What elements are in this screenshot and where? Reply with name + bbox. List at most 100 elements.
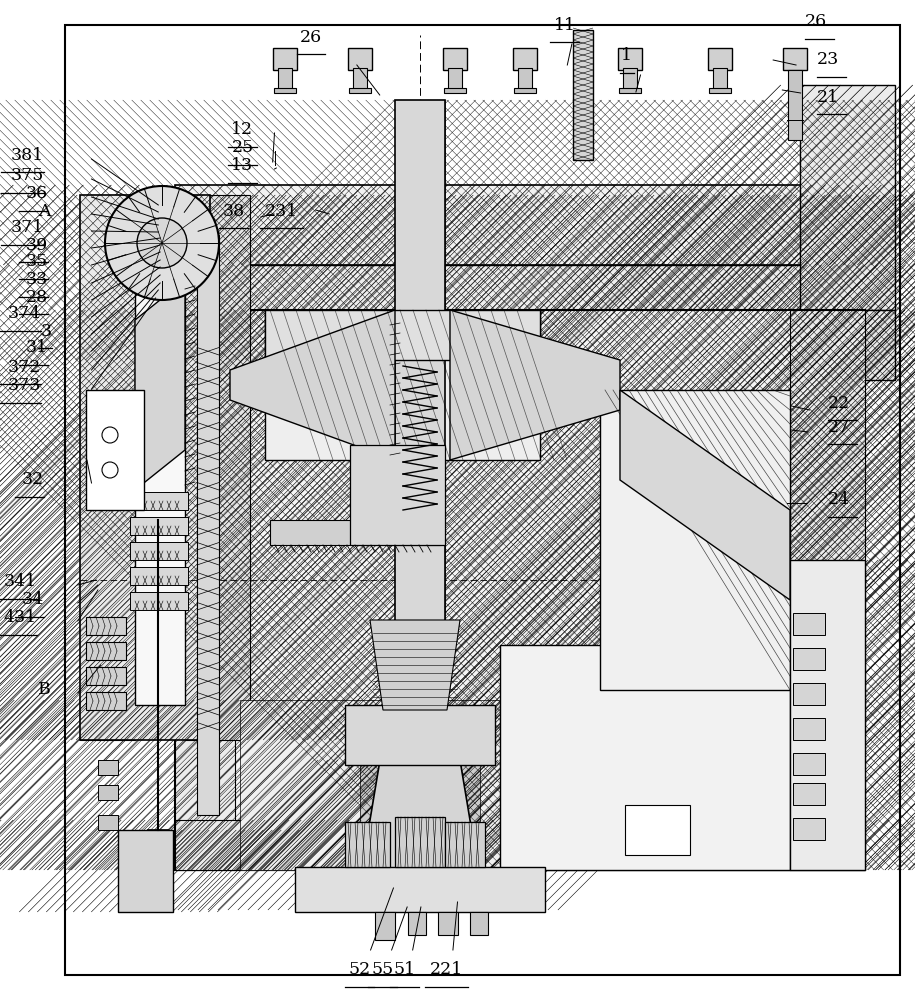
Bar <box>395 100 415 870</box>
Bar <box>500 645 790 870</box>
Bar <box>790 310 865 870</box>
Bar <box>573 30 593 160</box>
Bar <box>395 100 445 870</box>
Bar <box>86 667 126 685</box>
Bar <box>295 867 545 912</box>
Bar <box>135 225 185 705</box>
Bar <box>443 48 467 70</box>
Bar <box>240 700 790 870</box>
Text: 55: 55 <box>371 962 393 978</box>
Text: 26: 26 <box>805 13 827 30</box>
Text: 221: 221 <box>430 962 463 978</box>
Text: 381: 381 <box>11 146 44 163</box>
Bar <box>80 195 135 740</box>
Bar <box>788 70 802 140</box>
Bar <box>709 88 731 93</box>
Bar <box>345 705 495 765</box>
Bar <box>130 567 188 585</box>
Bar <box>265 310 540 360</box>
Bar <box>265 310 540 360</box>
Bar <box>274 88 296 93</box>
Bar <box>444 88 466 93</box>
Bar <box>278 68 292 90</box>
Text: 1: 1 <box>621 47 632 64</box>
Polygon shape <box>135 280 185 490</box>
Text: 3: 3 <box>41 322 52 340</box>
Bar <box>793 718 825 740</box>
Bar <box>80 195 135 740</box>
Text: 431: 431 <box>4 609 37 626</box>
Text: 27: 27 <box>828 418 850 436</box>
Bar <box>86 390 144 510</box>
Bar <box>783 48 807 70</box>
Bar <box>840 310 895 380</box>
Bar <box>175 820 865 870</box>
Polygon shape <box>230 310 395 460</box>
Bar <box>793 753 825 775</box>
Bar <box>514 88 536 93</box>
Text: 51: 51 <box>393 962 415 978</box>
Bar <box>130 592 188 610</box>
Text: 31: 31 <box>26 340 48 357</box>
Bar <box>793 683 825 705</box>
Bar <box>470 912 488 935</box>
Bar <box>130 492 188 510</box>
Bar <box>349 88 371 93</box>
Bar <box>175 820 865 870</box>
Bar <box>793 783 825 805</box>
Text: 26: 26 <box>300 28 322 45</box>
Text: 373: 373 <box>8 377 41 394</box>
Bar <box>345 822 390 867</box>
Bar <box>270 520 440 545</box>
Bar <box>618 48 642 70</box>
Text: 32: 32 <box>22 472 44 488</box>
Bar <box>130 542 188 560</box>
Text: 231: 231 <box>265 202 298 220</box>
Text: 11: 11 <box>554 16 576 33</box>
Bar <box>175 310 865 870</box>
Bar <box>185 195 250 740</box>
Bar <box>273 48 297 70</box>
Bar <box>600 390 790 690</box>
Bar <box>713 68 727 90</box>
Text: 33: 33 <box>26 271 48 288</box>
Text: 34: 34 <box>22 591 44 608</box>
Bar <box>708 48 732 70</box>
Bar <box>830 560 865 870</box>
Bar <box>240 700 790 870</box>
Bar <box>175 310 235 870</box>
Bar <box>348 48 372 70</box>
Text: 25: 25 <box>231 139 253 156</box>
Text: A: A <box>38 202 50 220</box>
Bar <box>86 642 126 660</box>
Bar <box>623 68 637 90</box>
Bar <box>185 195 250 740</box>
Bar <box>830 560 865 870</box>
Bar <box>625 805 690 855</box>
Bar <box>80 195 210 740</box>
Text: 52: 52 <box>349 962 371 978</box>
Circle shape <box>137 218 187 268</box>
Bar <box>175 265 860 310</box>
Bar <box>790 310 865 870</box>
Bar <box>438 912 458 935</box>
Bar <box>98 815 118 830</box>
Polygon shape <box>450 310 620 460</box>
Bar <box>130 517 188 535</box>
Polygon shape <box>370 620 460 710</box>
Polygon shape <box>620 390 790 600</box>
Bar <box>408 912 426 935</box>
Bar <box>353 68 367 90</box>
Bar <box>118 830 173 912</box>
Bar <box>425 100 445 870</box>
Bar <box>790 560 865 870</box>
Bar <box>175 185 860 265</box>
Bar <box>793 648 825 670</box>
Bar <box>197 235 219 815</box>
Text: 28: 28 <box>26 288 48 306</box>
Bar <box>86 617 126 635</box>
Text: 21: 21 <box>817 89 839 105</box>
Bar <box>800 85 895 310</box>
Bar <box>86 692 126 710</box>
Bar <box>375 912 395 940</box>
